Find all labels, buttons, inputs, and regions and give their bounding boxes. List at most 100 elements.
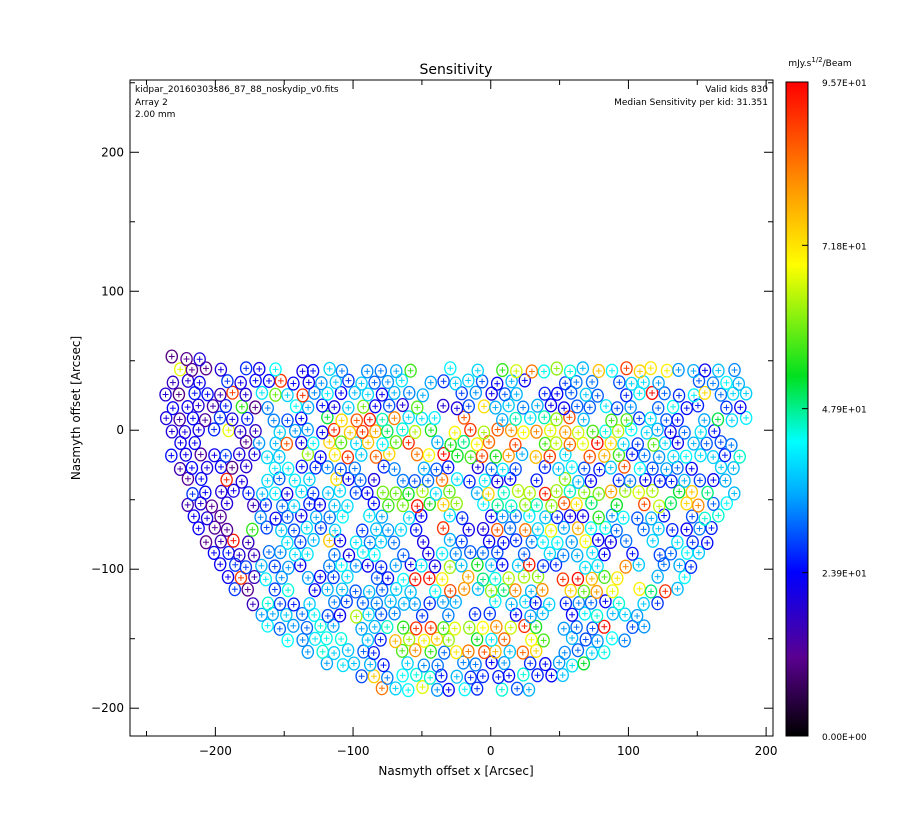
kid-marker (389, 681, 402, 696)
kid-marker (714, 460, 728, 475)
kid-marker (522, 682, 536, 697)
kid-marker (565, 460, 579, 475)
kid-marker (544, 423, 557, 438)
kid-marker (490, 619, 503, 634)
kid-marker (680, 522, 693, 537)
kid-marker (571, 643, 585, 658)
kid-marker (488, 571, 502, 586)
kid-marker (368, 619, 381, 634)
kid-marker (536, 559, 550, 574)
kid-marker (333, 608, 347, 623)
kid-marker (585, 571, 599, 586)
kid-marker (241, 582, 254, 597)
kid-marker (725, 413, 739, 428)
kid-marker (639, 472, 652, 487)
kid-marker (221, 569, 235, 585)
kid-marker (660, 413, 673, 428)
kid-marker (313, 569, 327, 584)
kid-marker (646, 533, 660, 548)
kid-marker (672, 362, 685, 377)
kid-marker (450, 669, 464, 684)
kid-marker (273, 449, 286, 464)
kid-marker (173, 461, 187, 477)
kid-marker (261, 473, 274, 488)
y-tick-label: −100 (91, 562, 124, 576)
kid-marker (355, 376, 368, 391)
kid-marker (577, 461, 591, 476)
kid-marker (692, 545, 706, 560)
kid-marker (389, 435, 403, 450)
kid-marker (707, 496, 720, 511)
kid-marker (350, 609, 363, 624)
kid-marker (536, 582, 549, 597)
kid-marker (624, 400, 637, 415)
kid-marker (578, 606, 592, 621)
kid-marker (206, 399, 220, 414)
kid-marker (519, 523, 532, 538)
kid-marker (558, 471, 572, 487)
kid-marker (361, 486, 374, 501)
kid-marker (525, 364, 539, 379)
kid-marker (657, 557, 671, 572)
kid-marker (362, 584, 376, 599)
kid-marker (241, 411, 254, 426)
kid-marker (401, 683, 415, 698)
kid-marker (651, 401, 665, 416)
kid-marker (591, 634, 604, 649)
kid-marker (438, 645, 451, 660)
kid-marker (666, 522, 679, 538)
kid-marker (208, 448, 221, 463)
kid-marker (194, 447, 207, 462)
kid-marker (429, 486, 443, 501)
x-tick-label: −200 (199, 744, 232, 758)
kid-marker (382, 398, 396, 413)
kid-marker (321, 386, 334, 401)
kid-marker (354, 473, 367, 488)
kid-marker (523, 410, 537, 426)
kid-marker (442, 682, 455, 697)
kid-marker (618, 607, 632, 622)
kid-marker (274, 545, 287, 560)
kid-marker (495, 682, 509, 697)
kid-marker (637, 522, 650, 537)
kid-marker (389, 486, 403, 501)
kid-marker (429, 584, 442, 599)
kid-marker (592, 363, 606, 379)
kid-marker (485, 632, 498, 647)
annotation-median-sensitivity: Median Sensitivity per kid: 31.351 (614, 98, 768, 108)
kid-marker (464, 450, 478, 465)
kid-marker (255, 607, 268, 622)
kid-marker (550, 484, 563, 499)
kid-marker (625, 447, 639, 462)
kid-marker (321, 608, 335, 624)
kid-marker (469, 657, 482, 672)
kid-marker (192, 398, 205, 413)
kid-marker (646, 461, 659, 476)
kid-marker (620, 388, 633, 403)
kid-marker (281, 388, 294, 403)
kid-marker (558, 645, 571, 660)
kid-marker (714, 435, 728, 450)
kid-marker (685, 509, 699, 524)
kid-marker (396, 473, 410, 488)
kid-marker (565, 658, 579, 673)
kid-marker (239, 434, 253, 449)
kid-marker (281, 633, 294, 648)
kid-marker (193, 375, 206, 390)
kid-marker (497, 535, 510, 550)
kid-marker (708, 424, 721, 439)
kid-marker (328, 498, 341, 513)
kid-marker (605, 413, 618, 428)
kid-marker (559, 425, 572, 440)
kid-marker (623, 474, 637, 489)
kid-marker (511, 483, 525, 498)
kid-marker (490, 376, 504, 391)
kid-marker (188, 435, 202, 451)
kid-marker (323, 559, 336, 574)
kid-marker (309, 510, 323, 525)
kid-marker (584, 595, 598, 610)
kid-marker (545, 498, 558, 514)
kid-marker (327, 646, 341, 661)
kid-marker (653, 473, 667, 489)
